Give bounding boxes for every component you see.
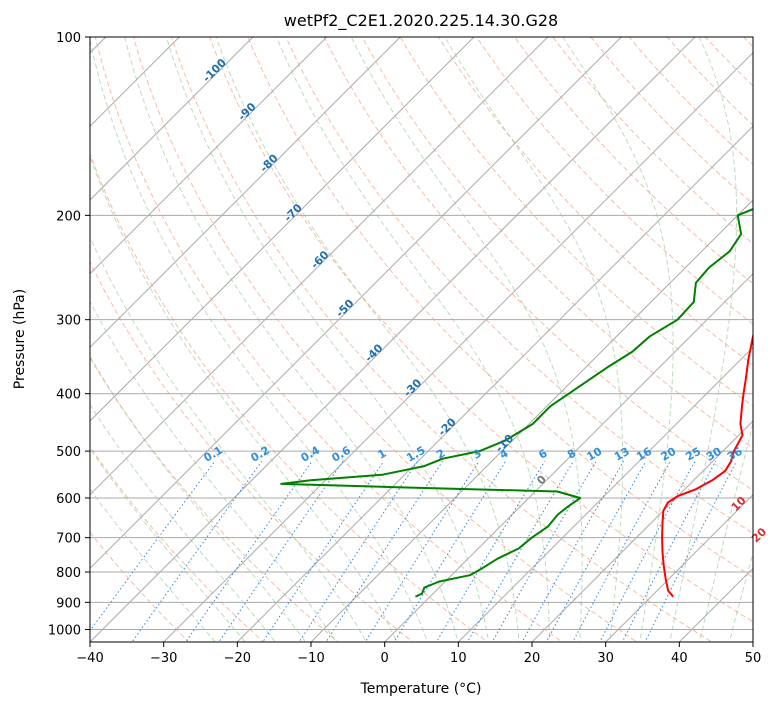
chart-title: wetPf2_C2E1.2020.225.14.30.G28 <box>284 11 558 31</box>
x-tick-label: 40 <box>671 651 688 666</box>
dewpoint-profile-line <box>280 208 753 598</box>
x-tick-label: 0 <box>381 651 389 666</box>
dry-adiabat-line <box>94 37 564 642</box>
moist-adiabat-line <box>90 355 307 642</box>
dry-adiabat-line <box>90 260 414 642</box>
dry-adiabat-line <box>170 37 713 642</box>
x-tick-label: −40 <box>76 651 103 666</box>
isotherm-line <box>310 199 753 642</box>
y-tick-label: 1000 <box>48 623 81 638</box>
isotherm-line <box>236 125 753 642</box>
isotherm-line <box>90 37 254 201</box>
mixing-ratio-line <box>435 460 546 642</box>
dry-adiabat-line <box>285 37 753 535</box>
y-tick-label: 700 <box>56 532 81 547</box>
y-tick-label: 900 <box>56 596 81 611</box>
y-tick-label: 400 <box>56 388 81 403</box>
y-tick-label: 800 <box>56 566 81 581</box>
moist-adiabat-line <box>562 37 674 642</box>
mixing-ratio-line <box>545 460 647 642</box>
y-tick-label: 100 <box>56 31 81 46</box>
profile-lines <box>280 208 753 598</box>
x-tick-label: 30 <box>597 651 614 666</box>
isotherm-line <box>90 37 622 570</box>
isotherm-line <box>90 37 696 642</box>
moist-adiabat-line <box>728 551 753 642</box>
mixing-ratio-line <box>262 460 385 642</box>
temperature-profile-line <box>661 333 753 598</box>
mixing-ratio-line <box>185 460 313 642</box>
x-tick-label: 50 <box>745 651 762 666</box>
isotherm-line <box>90 37 401 349</box>
y-tick-label: 500 <box>56 445 81 460</box>
dry-adiabat-line <box>361 37 753 449</box>
mixing-ratio-line <box>298 460 419 642</box>
isotherm-line <box>90 37 549 496</box>
y-axis-label: Pressure (hPa) <box>12 289 28 389</box>
x-tick-label: −10 <box>297 651 324 666</box>
dry-adiabat-line <box>514 37 753 285</box>
moist-adiabat-label: 30 <box>773 553 775 573</box>
x-tick-label: 10 <box>450 651 467 666</box>
x-axis-label: Temperature (°C) <box>360 681 482 697</box>
dry-adiabat-line <box>90 446 265 642</box>
isotherm-line <box>163 51 753 642</box>
isotherm-line <box>531 420 753 642</box>
isotherm-line <box>457 346 753 642</box>
mixing-ratio-line <box>621 460 717 642</box>
mixing-ratio-line <box>599 460 696 642</box>
isotherm-line <box>90 37 475 422</box>
x-tick-label: −30 <box>150 651 177 666</box>
mixing-ratio-line <box>325 460 444 642</box>
mixing-ratio-line <box>393 460 507 642</box>
mixing-ratio-line <box>131 460 263 642</box>
y-tick-label: 300 <box>56 314 81 329</box>
mixing-ratio-line <box>466 460 574 642</box>
mixing-ratio-line <box>572 460 671 642</box>
isotherm-line <box>384 272 753 642</box>
y-axis: 100 200 300 400 500 600 700 800 900 1000 <box>48 31 90 638</box>
plot-frame <box>89 36 754 643</box>
moist-adiabat-line <box>669 37 738 642</box>
moist-adiabat-line <box>215 37 520 642</box>
dry-adiabat-line <box>476 37 753 325</box>
dry-adiabat-line <box>399 37 753 407</box>
y-tick-label: 200 <box>56 209 81 224</box>
x-tick-label: −20 <box>224 651 251 666</box>
isotherm-line <box>90 37 328 275</box>
mixing-ratio-line <box>218 460 344 642</box>
dry-adiabat-line <box>90 531 190 642</box>
x-tick-label: 20 <box>524 651 541 666</box>
dry-adiabat-line <box>132 37 638 642</box>
isotherm-line <box>605 493 753 642</box>
x-axis: −40 −30 −20 −10 0 10 20 30 40 50 <box>76 642 761 666</box>
moist-adiabat-line <box>90 235 367 642</box>
mixing-ratio-line <box>364 460 480 642</box>
y-tick-label: 600 <box>56 492 81 507</box>
